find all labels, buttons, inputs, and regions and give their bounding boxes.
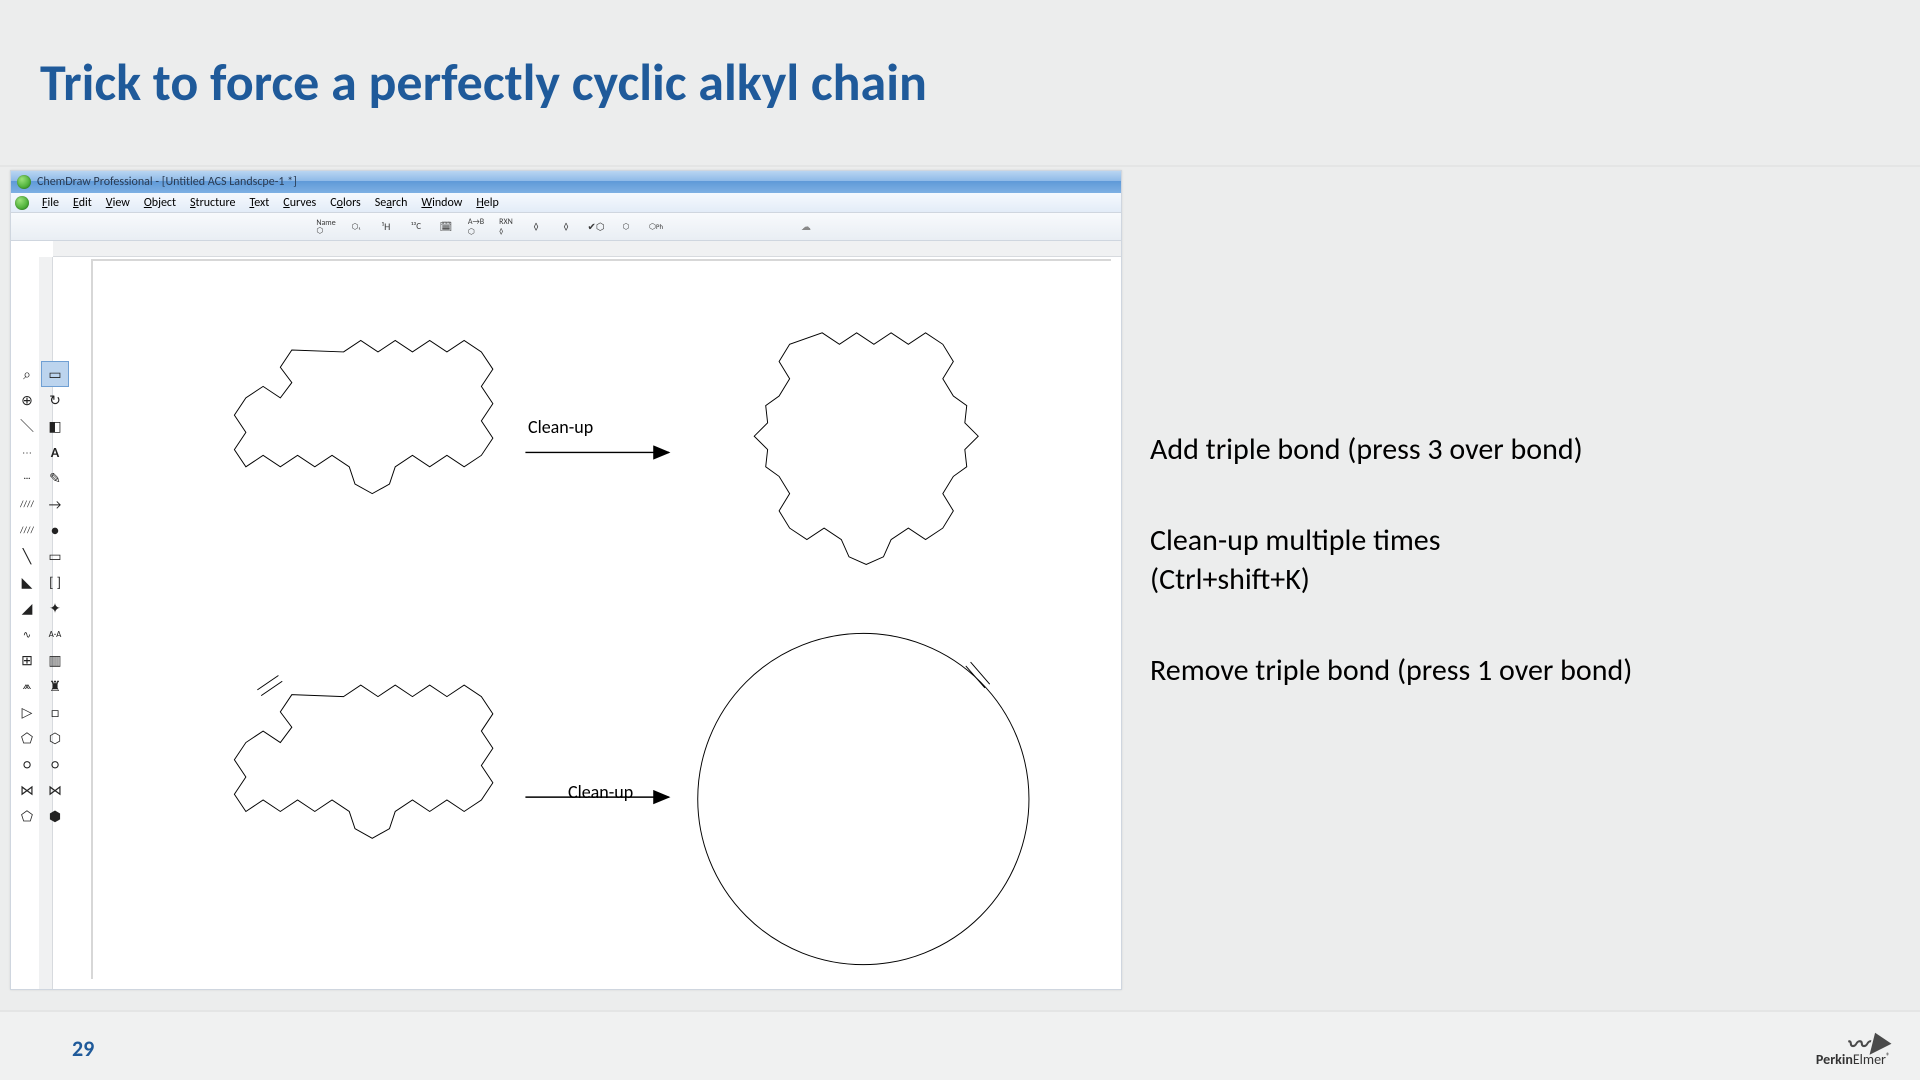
bottom-left-structure (234, 685, 492, 838)
titlebar[interactable]: ChemDraw Professional - [Untitled ACS La… (11, 171, 1121, 193)
instruction-text: Add triple bond (press 3 over bond) Clea… (1150, 430, 1870, 742)
grid-icon[interactable]: ⊞ (13, 647, 41, 673)
menu-help[interactable]: Help (469, 196, 506, 210)
arrow-1-label: Clean-up (528, 416, 593, 438)
bracket-icon[interactable]: [ ] (41, 569, 69, 595)
lasso-icon[interactable]: ⊕ (13, 387, 41, 413)
rotate-icon[interactable]: ↻ (41, 387, 69, 413)
menu-colors[interactable]: Colors (323, 196, 368, 210)
side-toolbox[interactable]: ⌕▭ ⊕↻ ＼◧ ⋯A ···✎ ////→ ////● ╲▭ ◣[ ] ◢✦ … (13, 361, 69, 829)
bullet-2: Clean-up multiple times (Ctrl+shift+K) (1150, 521, 1870, 599)
tick2-icon[interactable]: //// (13, 517, 41, 543)
perkinelmer-logo: 〰▶ PerkinElmer® (1816, 1038, 1890, 1068)
dots-icon[interactable]: ··· (13, 465, 41, 491)
date-tool-icon[interactable]: 🗓 (435, 217, 457, 237)
chain-icon[interactable]: ⩕ (13, 673, 41, 699)
circle-icon[interactable]: ○ (13, 751, 41, 777)
name-tool-icon[interactable]: Name⬡ (315, 217, 337, 237)
wedge-icon[interactable]: ◣ (13, 569, 41, 595)
restructure-tool-icon[interactable]: ⬡₁ (345, 217, 367, 237)
pentagon-icon[interactable]: ⬠ (13, 725, 41, 751)
arrow-2-label: Clean-up (568, 781, 633, 803)
line-icon[interactable]: ＼ (13, 413, 41, 439)
bullet-1: Add triple bond (press 3 over bond) (1150, 430, 1870, 469)
menu-file[interactable]: File (35, 196, 66, 210)
circle-triple-mark2 (971, 662, 990, 684)
drawing-svg (93, 261, 1111, 979)
bullet-3: Remove triple bond (press 1 over bond) (1150, 651, 1870, 690)
panel-icon[interactable]: ▥ (41, 647, 69, 673)
doc-icon (15, 196, 29, 210)
arrow-icon[interactable]: → (41, 491, 69, 517)
bullet-2-line1: Clean-up multiple times (1150, 522, 1440, 559)
play-icon[interactable]: ▷ (13, 699, 41, 725)
cleanup-tool-icon[interactable]: ◊ (555, 217, 577, 237)
hexagon-icon[interactable]: ⬡ (41, 725, 69, 751)
stamp-icon[interactable]: ♜ (41, 673, 69, 699)
bowtie-icon[interactable]: ⋈ (13, 777, 41, 803)
cube-icon[interactable]: ⬢ (41, 803, 69, 829)
wave-icon[interactable]: ∿ (13, 621, 41, 647)
rxn-tool-icon[interactable]: RXN◊ (495, 217, 517, 237)
bold-line-icon[interactable]: ╲ (13, 543, 41, 569)
app-icon (17, 175, 31, 189)
bottom-right-circle (698, 633, 1029, 964)
top-right-structure (754, 333, 978, 565)
tick-icon[interactable]: //// (13, 491, 41, 517)
eraser-icon[interactable]: ◧ (41, 413, 69, 439)
c13-nmr-tool-icon[interactable]: ¹³C (405, 217, 427, 237)
ruler-top (53, 241, 1121, 257)
menu-structure[interactable]: Structure (183, 196, 242, 210)
footer (0, 1010, 1920, 1080)
menu-view[interactable]: View (99, 196, 137, 210)
top-left-structure (234, 340, 492, 493)
h-nmr-tool-icon[interactable]: ¹H (375, 217, 397, 237)
menubar[interactable]: File Edit View Object Structure Text Cur… (11, 193, 1121, 213)
window-title: ChemDraw Professional - [Untitled ACS La… (37, 175, 297, 189)
circle2-icon[interactable]: ○ (41, 751, 69, 777)
checkmark-tool-icon[interactable]: ✔⬡ (585, 217, 607, 237)
menu-search[interactable]: Search (368, 196, 415, 210)
slide: Trick to force a perfectly cyclic alkyl … (0, 0, 1920, 1080)
zoom-icon[interactable]: ⌕ (13, 361, 41, 387)
template2-tool-icon[interactable]: ⬡Ph (645, 217, 667, 237)
bullet-2-line2: (Ctrl+shift+K) (1150, 561, 1310, 598)
canvas-area: ⌕▭ ⊕↻ ＼◧ ⋯A ···✎ ////→ ////● ╲▭ ◣[ ] ◢✦ … (11, 241, 1121, 989)
fill-circle-icon[interactable]: ● (41, 517, 69, 543)
menu-edit[interactable]: Edit (66, 196, 99, 210)
chemdraw-window: ChemDraw Professional - [Untitled ACS La… (10, 170, 1122, 990)
dash-icon[interactable]: ⋯ (13, 439, 41, 465)
house-icon[interactable]: ⬠ (13, 803, 41, 829)
logo-text: PerkinElmer® (1816, 1051, 1890, 1068)
menu-curves[interactable]: Curves (276, 196, 323, 210)
label-aa-icon[interactable]: A·A (41, 621, 69, 647)
menu-object[interactable]: Object (137, 196, 183, 210)
dropper-icon[interactable]: ✦ (41, 595, 69, 621)
triple-bond-mark2 (261, 681, 282, 695)
toolbar[interactable]: Name⬡ ⬡₁ ¹H ¹³C 🗓 A→B⬡ RXN◊ ◊ ◊ ✔⬡ ⬡ ⬡Ph… (11, 213, 1121, 241)
menu-window[interactable]: Window (414, 196, 469, 210)
arrow-tool-icon[interactable]: A→B⬡ (465, 217, 487, 237)
transform-tool-icon[interactable]: ◊ (525, 217, 547, 237)
menu-text[interactable]: Text (242, 196, 276, 210)
half-wedge-icon[interactable]: ◢ (13, 595, 41, 621)
divider (0, 165, 1920, 167)
rect-icon[interactable]: ▭ (41, 543, 69, 569)
template1-tool-icon[interactable]: ⬡ (615, 217, 637, 237)
page-number: 29 (72, 1035, 94, 1062)
marquee-icon[interactable]: ▭ (41, 361, 69, 387)
square-icon[interactable]: □ (41, 699, 69, 725)
bowtie2-icon[interactable]: ⋈ (41, 777, 69, 803)
logo-swoosh-icon: 〰▶ (1816, 1038, 1890, 1051)
cloud-tool-icon[interactable]: ☁ (795, 217, 817, 237)
text-a-icon[interactable]: A (41, 439, 69, 465)
circle-triple-mark1 (966, 666, 985, 688)
triple-bond-mark1 (257, 676, 278, 690)
pen-icon[interactable]: ✎ (41, 465, 69, 491)
drawing-canvas[interactable]: Clean-up Clean-up (91, 259, 1111, 979)
slide-title: Trick to force a perfectly cyclic alkyl … (40, 50, 927, 114)
